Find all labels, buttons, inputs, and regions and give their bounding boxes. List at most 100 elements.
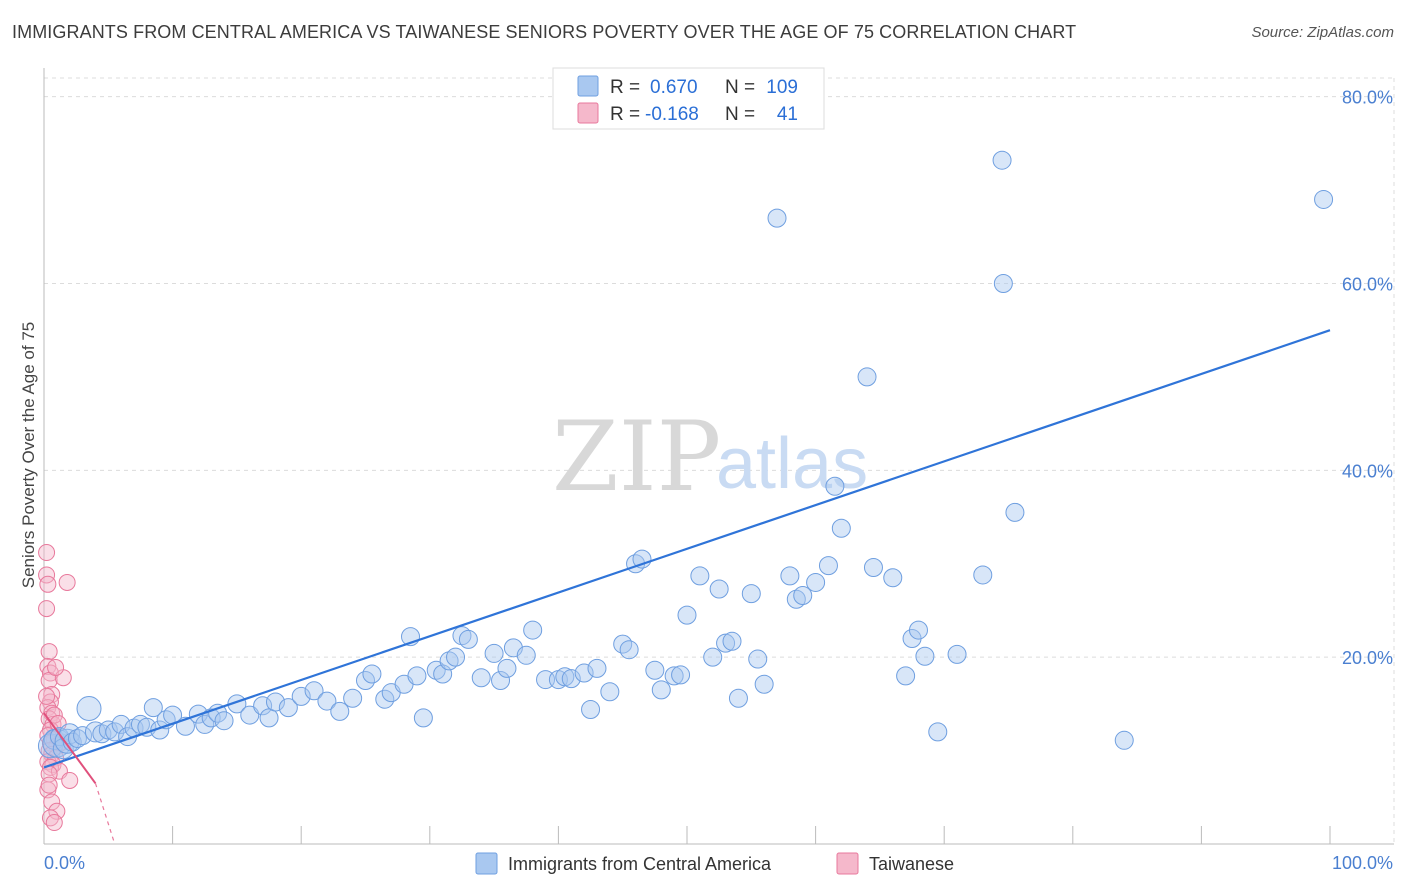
legend-r-label-2: R = [610,104,640,125]
legend-r-value-1: 0.670 [650,77,698,98]
taiwanese-point [40,776,58,794]
central-america-point [709,579,729,599]
central-america-point [767,208,787,228]
watermark-atlas: atlas [716,424,868,504]
central-america-point [690,566,710,586]
taiwanese-point [38,687,56,705]
taiwanese-point [40,643,58,661]
central-america-point [992,150,1012,170]
central-america-point [863,557,883,577]
central-america-point [214,711,234,731]
legend-swatch-pink [577,102,599,124]
watermark-zip: ZIP [552,401,721,513]
x-tick-labels: 0.0% 100.0% [44,853,1393,873]
legend-swatch-central-america [475,852,498,875]
central-america-point [1314,189,1334,209]
y-tick-label-60: 60.0% [1342,275,1393,295]
central-america-point [741,584,761,604]
central-america-point [748,649,768,669]
trendlines [43,329,1331,845]
central-america-point [1005,502,1025,522]
central-america-point [973,565,993,585]
central-america-point [818,556,838,576]
central-america-point [497,658,517,678]
central-america-point [407,666,427,686]
y-tick-label-80: 80.0% [1342,88,1393,108]
central-america-point [143,698,163,718]
central-america-point [993,274,1013,294]
central-america-point [413,708,433,728]
central-america-point [722,631,742,651]
taiwanese-trendline-extension [94,783,116,845]
central-america-point [67,728,87,748]
central-america-trendline [43,329,1331,769]
central-america-point [208,703,228,723]
legend-n-label-2: N = [725,104,755,125]
central-america-point [278,698,298,718]
central-america-point [426,660,446,680]
central-america-point [105,722,125,742]
central-america-point [491,671,511,691]
central-america-point [574,663,594,683]
y-tick-label-40: 40.0% [1342,461,1393,481]
central-america-point [1114,730,1134,750]
central-america-point [587,658,607,678]
central-america-point [896,666,916,686]
watermark: ZIP atlas [552,401,868,513]
central-america-point [780,566,800,586]
central-america-point [304,681,324,701]
taiwanese-points [38,544,79,832]
central-america-point [330,701,350,721]
taiwanese-point [45,814,63,832]
central-america-point [452,626,472,646]
correlation-legend: R = 0.670 N = 109 R = -0.168 N = 41 [552,67,825,130]
x-tick-label-0: 0.0% [44,853,85,873]
legend-r-value-2: -0.168 [645,104,699,125]
central-america-point [484,643,504,663]
central-america-point [111,714,131,734]
taiwanese-point [38,544,56,562]
central-america-point [98,720,118,740]
central-america-point [793,586,813,606]
central-america-point [857,367,877,387]
legend-n-label-1: N = [725,77,755,98]
central-america-point [446,647,466,667]
legend-swatch-taiwanese [836,852,859,875]
taiwanese-point [47,658,65,676]
chart-title: IMMIGRANTS FROM CENTRAL AMERICA VS TAIWA… [12,22,1077,42]
taiwanese-point [38,600,56,618]
central-america-point [645,660,665,680]
central-america-point [471,668,491,688]
central-america-point [76,696,102,722]
y-axis-label: Seniors Poverty Over the Age of 75 [19,322,38,588]
central-america-point [555,667,575,687]
central-america-point [516,645,536,665]
central-america-point [915,646,935,666]
taiwanese-trendline [43,712,97,784]
central-america-point [831,518,851,538]
legend-label-taiwanese: Taiwanese [869,854,954,874]
central-america-point [728,688,748,708]
legend-n-value-2: 41 [777,104,798,125]
central-america-point [619,640,639,660]
central-america-point [253,696,273,716]
central-america-point [291,686,311,706]
chart-source: Source: ZipAtlas.com [1251,24,1394,41]
taiwanese-point [58,573,76,591]
legend-r-label-1: R = [610,77,640,98]
central-america-point [651,680,671,700]
taiwanese-point [39,575,57,593]
taiwanese-point [48,802,66,820]
y-tick-labels: 20.0% 40.0% 60.0% 80.0% [1342,88,1393,668]
axes [43,68,1394,845]
central-america-point [947,644,967,664]
legend-label-central-america: Immigrants from Central America [508,854,772,874]
central-america-point [600,682,620,702]
taiwanese-point [61,771,79,789]
central-america-point [73,726,93,746]
central-america-point [671,665,691,685]
central-america-point [883,568,903,588]
legend-n-value-1: 109 [766,77,798,98]
x-tick-label-100: 100.0% [1332,853,1393,873]
